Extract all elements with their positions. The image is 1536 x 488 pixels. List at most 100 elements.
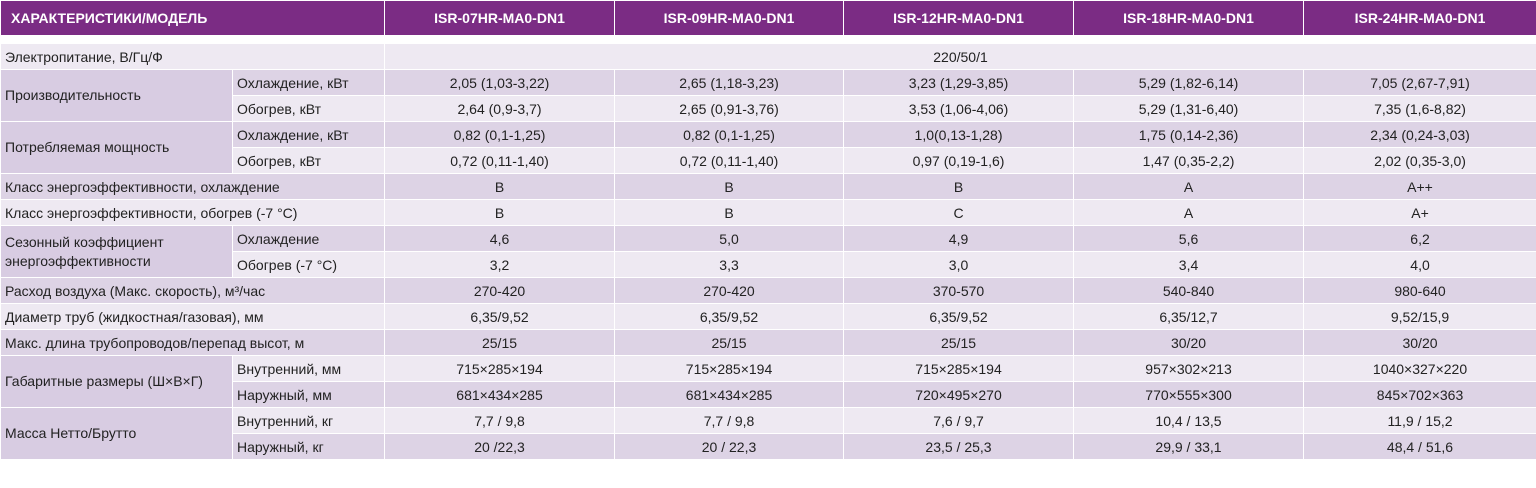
cell: 715×285×194	[843, 355, 1075, 382]
sub-label: Наружный, мм	[231, 381, 386, 408]
cell: 5,6	[1073, 225, 1305, 252]
row-label: Класс энергоэффективности, охлаждение	[0, 173, 386, 200]
cell: 270-420	[384, 277, 616, 304]
cell: 30/20	[1303, 329, 1536, 356]
cell: 7,7 / 9,8	[614, 407, 845, 434]
sub-label: Обогрев (-7 °C)	[231, 251, 386, 278]
table-row: Класс энергоэффективности, обогрев (-7 °…	[0, 199, 1536, 226]
cell: 4,0	[1303, 251, 1536, 278]
group-label: Масса Нетто/Брутто	[0, 407, 233, 460]
model-header: ISR-07HR-MA0-DN1	[384, 0, 616, 40]
cell: 7,35 (1,6-8,82)	[1303, 95, 1536, 122]
cell: 1040×327×220	[1303, 355, 1536, 382]
cell: 20 / 22,3	[614, 433, 845, 460]
cell: 4,9	[843, 225, 1075, 252]
group-label: Сезонный коэффициент энергоэффективности	[0, 225, 233, 278]
cell: 3,3	[614, 251, 845, 278]
cell: 220/50/1	[384, 35, 1536, 70]
model-header: ISR-12HR-MA0-DN1	[843, 0, 1075, 40]
cell: 25/15	[614, 329, 845, 356]
cell: 20 /22,3	[384, 433, 616, 460]
model-header: ISR-24HR-MA0-DN1	[1303, 0, 1536, 40]
cell: 6,35/9,52	[614, 303, 845, 330]
cell: C	[843, 199, 1075, 226]
table-row: Обогрев, кВт 0,72 (0,11-1,40) 0,72 (0,11-1…	[1, 147, 1536, 174]
table-row: Класс энергоэффективности, охлаждение B B B…	[0, 173, 1536, 200]
cell: 3,23 (1,29-3,85)	[843, 69, 1075, 96]
cell: 3,53 (1,06-4,06)	[843, 95, 1075, 122]
cell: 2,65 (0,91-3,76)	[614, 95, 845, 122]
cell: B	[614, 199, 845, 226]
table-row: Диаметр труб (жидкостная/газовая), мм 6,3…	[0, 303, 1536, 330]
cell: B	[384, 199, 616, 226]
cell: 11,9 / 15,2	[1303, 407, 1536, 434]
row-label: Макс. длина трубопроводов/перепад высот,…	[0, 329, 386, 356]
cell: 845×702×363	[1303, 381, 1536, 408]
table-row: Обогрев, кВт 2,64 (0,9-3,7) 2,65 (0,91-3,7…	[1, 95, 1536, 122]
cell: 0,82 (0,1-1,25)	[384, 121, 616, 148]
model-header: ISR-18HR-MA0-DN1	[1073, 0, 1305, 40]
cell: 7,6 / 9,7	[843, 407, 1075, 434]
cell: 0,82 (0,1-1,25)	[614, 121, 845, 148]
cell: B	[614, 173, 845, 200]
cell: 270-420	[614, 277, 845, 304]
cell: A+	[1303, 199, 1536, 226]
group-label: Габаритные размеры (Ш×В×Г)	[0, 355, 233, 408]
cell: 370-570	[843, 277, 1075, 304]
cell: 0,72 (0,11-1,40)	[614, 147, 845, 174]
cell: 29,9 / 33,1	[1073, 433, 1305, 460]
cell: B	[384, 173, 616, 200]
table-row: Наружный, мм 681×434×285 681×434×285 720×49…	[1, 381, 1536, 408]
cell: 10,4 / 13,5	[1073, 407, 1305, 434]
cell: 770×555×300	[1073, 381, 1305, 408]
cell: 25/15	[843, 329, 1075, 356]
cell: 2,34 (0,24-3,03)	[1303, 121, 1536, 148]
row-label: Электропитание, В/Гц/Ф	[0, 35, 386, 70]
cell: 23,5 / 25,3	[843, 433, 1075, 460]
sub-label: Охлаждение	[231, 225, 386, 252]
cell: 5,0	[614, 225, 845, 252]
cell: A++	[1303, 173, 1536, 200]
cell: A	[1073, 199, 1305, 226]
cell: 25/15	[384, 329, 616, 356]
spec-table: ХАРАКТЕРИСТИКИ/МОДЕЛЬ ISR-07HR-MA0-DN1 IS…	[0, 0, 1536, 460]
row-label: Класс энергоэффективности, обогрев (-7 °…	[0, 199, 386, 226]
sub-label: Охлаждение, кВт	[231, 121, 386, 148]
cell: 5,29 (1,31-6,40)	[1073, 95, 1305, 122]
sub-label: Охлаждение, кВт	[231, 69, 386, 96]
cell: 2,05 (1,03-3,22)	[384, 69, 616, 96]
sub-label: Обогрев, кВт	[231, 95, 386, 122]
cell: A	[1073, 173, 1305, 200]
header-row: ХАРАКТЕРИСТИКИ/МОДЕЛЬ ISR-07HR-MA0-DN1 IS…	[0, 0, 1536, 40]
sub-label: Наружный, кг	[231, 433, 386, 460]
cell: B	[843, 173, 1075, 200]
cell: 980-640	[1303, 277, 1536, 304]
table-body: Электропитание, В/Гц/Ф 220/50/1 Производит…	[0, 35, 1536, 460]
cell: 1,47 (0,35-2,2)	[1073, 147, 1305, 174]
cell: 957×302×213	[1073, 355, 1305, 382]
cell: 1,0(0,13-1,28)	[843, 121, 1075, 148]
sub-label: Внутренний, мм	[231, 355, 386, 382]
sub-label: Внутренний, кг	[231, 407, 386, 434]
cell: 6,35/12,7	[1073, 303, 1305, 330]
table-row: Наружный, кг 20 /22,3 20 / 22,3 23,5 / 25,3…	[1, 433, 1536, 460]
cell: 1,75 (0,14-2,36)	[1073, 121, 1305, 148]
cell: 720×495×270	[843, 381, 1075, 408]
cell: 5,29 (1,82-6,14)	[1073, 69, 1305, 96]
cell: 3,0	[843, 251, 1075, 278]
table-row: Обогрев (-7 °C) 3,2 3,3 3,0 3,4 4,0	[1, 251, 1536, 278]
cell: 6,35/9,52	[843, 303, 1075, 330]
cell: 4,6	[384, 225, 616, 252]
table-row: Потребляемая мощность Охлаждение, кВт 0,82…	[0, 121, 1536, 174]
table-row: Сезонный коэффициент энергоэффективности…	[0, 225, 1536, 278]
sub-label: Обогрев, кВт	[231, 147, 386, 174]
cell: 0,97 (0,19-1,6)	[843, 147, 1075, 174]
group-label: Производительность	[0, 69, 233, 122]
cell: 6,35/9,52	[384, 303, 616, 330]
row-label: Диаметр труб (жидкостная/газовая), мм	[0, 303, 386, 330]
cell: 7,05 (2,67-7,91)	[1303, 69, 1536, 96]
cell: 715×285×194	[614, 355, 845, 382]
cell: 2,65 (1,18-3,23)	[614, 69, 845, 96]
cell: 2,02 (0,35-3,0)	[1303, 147, 1536, 174]
